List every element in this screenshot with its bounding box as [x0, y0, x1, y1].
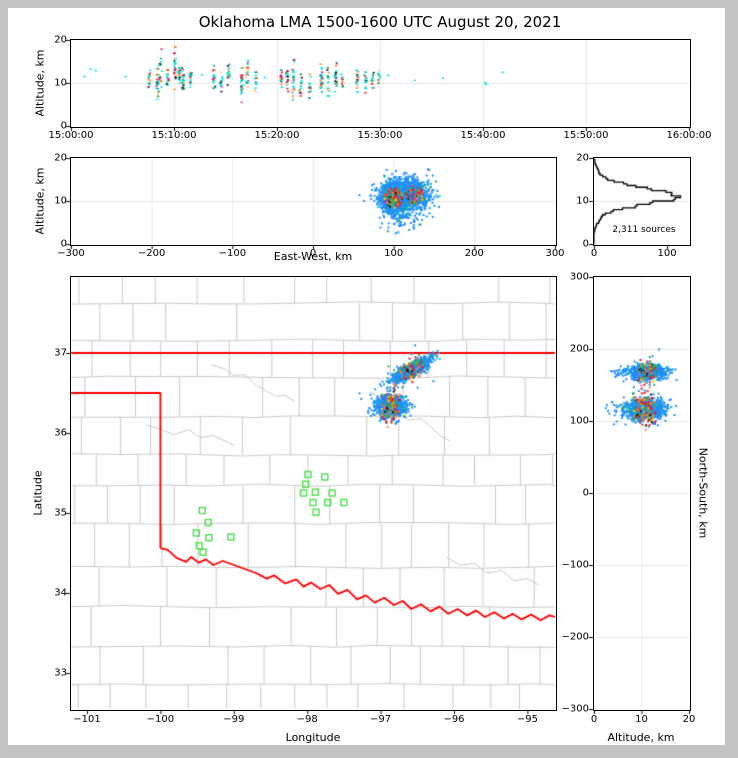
ns-y-tick-label: −100 [561, 559, 589, 571]
time-x-tick-label: 16:00:00 [666, 130, 712, 141]
ns-x-tick-label: 0 [590, 714, 598, 725]
ew-x-tick-label: 300 [545, 248, 565, 259]
ns-y-tick-label: 200 [569, 343, 589, 355]
ns-y-tick-label: 0 [582, 487, 589, 499]
ns-y-tick-label: 300 [569, 271, 589, 283]
hist-y-tick-label: 10 [576, 195, 589, 207]
ns-panel-xlabel: Altitude, km [607, 731, 675, 744]
ew-x-tick-label: 200 [464, 248, 484, 259]
plot-title: Oklahoma LMA 1500-1600 UTC August 20, 20… [198, 13, 562, 31]
map-panel [70, 276, 557, 711]
map-y-tick-label: 33 [54, 667, 67, 679]
map-x-tick-label: −101 [73, 714, 101, 725]
hist-y-tick-label: 0 [582, 238, 589, 250]
map-y-tick-label: 37 [54, 347, 67, 359]
time-x-tick-label: 15:20:00 [254, 130, 300, 141]
ns-y-tick-label: 100 [569, 415, 589, 427]
ns-y-tick-label: −300 [561, 703, 589, 715]
map-x-tick-label: −98 [296, 714, 318, 725]
north-south-altitude-panel [593, 276, 691, 711]
ns-x-tick-label: 20 [682, 714, 696, 725]
map-xlabel: Longitude [285, 731, 341, 744]
hist-x-tick-label: 0 [590, 248, 598, 259]
ns-y-tick-label: −200 [561, 631, 589, 643]
time-y-tick-label: 20 [54, 34, 67, 46]
ew-y-tick-label: 20 [54, 152, 67, 164]
ew-y-tick-label: 10 [54, 195, 67, 207]
hist-y-tick-label: 20 [576, 152, 589, 164]
east-west-altitude-panel [70, 157, 557, 246]
source-count-annotation: 2,311 sources [612, 225, 676, 235]
map-x-tick-label: −99 [223, 714, 245, 725]
ew-x-tick-label: 0 [309, 248, 317, 259]
ns-x-tick-label: 10 [635, 714, 648, 725]
time-height-panel [70, 39, 691, 128]
map-ylabel: Latitude [31, 470, 45, 516]
ew-x-tick-label: −200 [137, 248, 166, 259]
map-x-tick-label: −100 [146, 714, 175, 725]
map-y-tick-label: 34 [54, 587, 67, 599]
time-x-tick-label: 15:30:00 [357, 130, 403, 141]
time-panel-ylabel: Altitude, km [33, 49, 47, 117]
ew-x-tick-label: −300 [57, 248, 85, 259]
altitude-histogram-panel [593, 157, 691, 246]
map-x-tick-label: −95 [516, 714, 538, 725]
time-x-tick-label: 15:10:00 [151, 130, 197, 141]
ew-y-tick-label: 0 [60, 238, 67, 250]
map-y-tick-label: 35 [54, 507, 67, 519]
ew-x-tick-label: −100 [218, 248, 247, 259]
time-x-tick-label: 15:40:00 [460, 130, 506, 141]
map-x-tick-label: −97 [370, 714, 392, 725]
time-y-tick-label: 0 [60, 120, 67, 132]
ns-panel-ylabel: North-South, km [696, 447, 710, 539]
map-y-tick-label: 36 [54, 427, 67, 439]
time-y-tick-label: 10 [54, 77, 67, 89]
map-x-tick-label: −96 [443, 714, 465, 725]
ew-panel-xlabel: East-West, km [273, 250, 353, 263]
time-x-tick-label: 15:50:00 [563, 130, 609, 141]
ew-panel-ylabel: Altitude, km [33, 167, 47, 235]
time-x-tick-label: 15:00:00 [48, 130, 94, 141]
hist-x-tick-label: 100 [657, 248, 677, 259]
ew-x-tick-label: 100 [384, 248, 404, 259]
